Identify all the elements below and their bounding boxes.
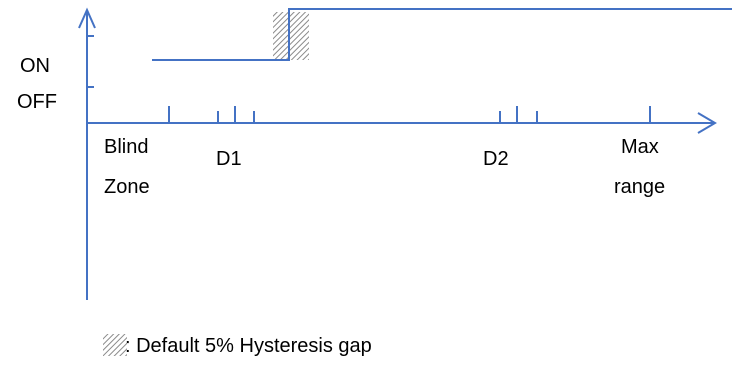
switching-signal-line [152,8,732,61]
legend-hatch-swatch [103,334,127,356]
blind-zone-label-line2: Zone [104,176,150,198]
max-range-label-line2: range [614,176,665,198]
y-axis-arrowhead [78,7,96,29]
d1-label: D1 [216,148,242,170]
on-label: ON [20,55,50,77]
max-range-label-line1: Max [621,136,659,158]
d2-label: D2 [483,148,509,170]
x-axis-arrowhead [697,112,717,134]
blind-zone-label-line1: Blind [104,136,148,158]
hysteresis-gap [273,12,309,60]
legend-text: : Default 5% Hysteresis gap [125,335,372,357]
off-label: OFF [17,91,57,113]
